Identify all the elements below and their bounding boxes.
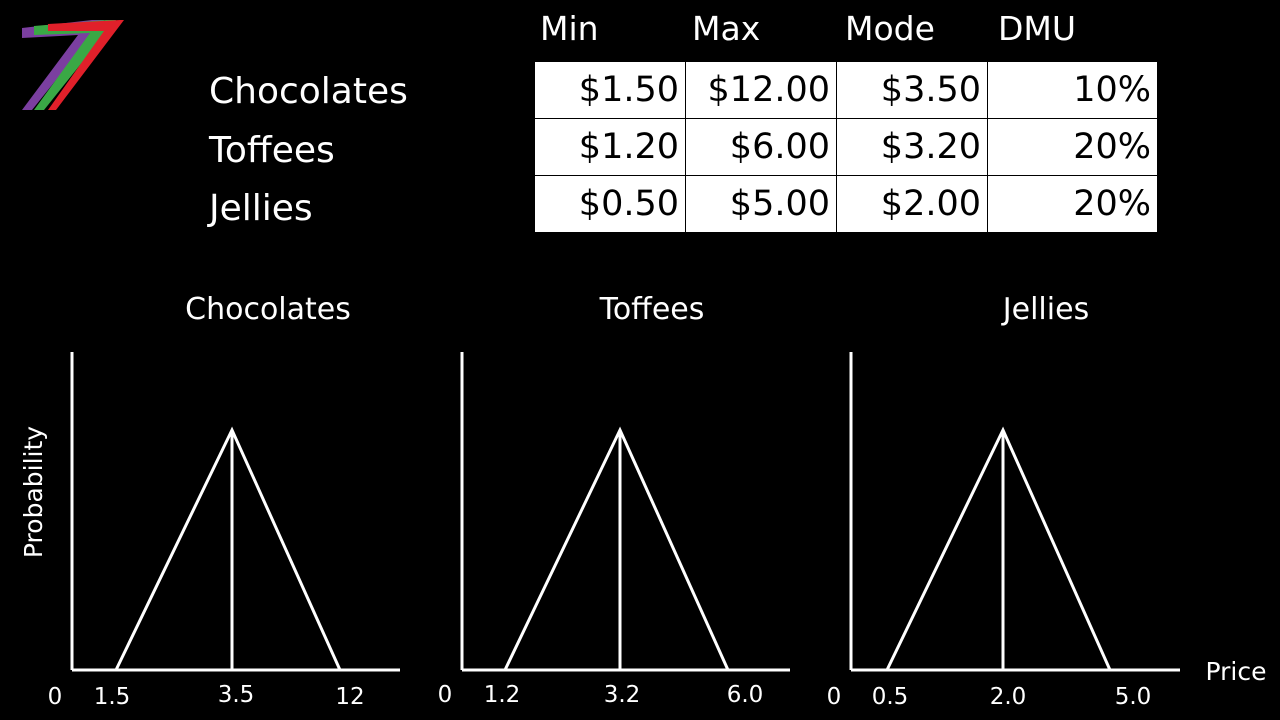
table-cell: $0.50 [534, 175, 686, 233]
tick-max: 6.0 [727, 682, 764, 708]
table-cell: $12.00 [685, 61, 837, 119]
table-cell: $3.50 [836, 61, 988, 119]
header-mode: Mode [845, 9, 935, 48]
row-label-chocolates: Chocolates [209, 71, 408, 112]
table-row: $1.50 $12.00 $3.50 10% [534, 61, 1158, 119]
chart-chocolates: 0 1.5 3.5 12 [48, 352, 400, 710]
chart-title-toffees: Toffees [599, 292, 705, 327]
tick-min: 0.5 [872, 684, 909, 710]
table-cell: $1.20 [534, 118, 686, 176]
chart-toffees: 0 1.2 3.2 6.0 [438, 352, 790, 708]
tick-mode: 3.5 [218, 682, 255, 708]
table-cell: 20% [987, 175, 1158, 233]
tick-max: 12 [335, 684, 364, 710]
table-row: $1.20 $6.00 $3.20 20% [534, 118, 1158, 176]
y-axis-label: Probability [19, 426, 48, 558]
header-min: Min [540, 9, 599, 48]
chart-jellies: 0 0.5 2.0 5.0 [827, 352, 1180, 710]
tick-origin: 0 [48, 684, 63, 710]
tick-mode: 3.2 [604, 682, 641, 708]
tick-min: 1.2 [484, 682, 521, 708]
tick-origin: 0 [827, 684, 842, 710]
distribution-triangle [502, 426, 731, 672]
table-cell: $5.00 [685, 175, 837, 233]
chart-title-jellies: Jellies [1002, 292, 1090, 327]
table-row: $0.50 $5.00 $2.00 20% [534, 175, 1158, 233]
table-cell: 20% [987, 118, 1158, 176]
distribution-triangle [113, 426, 343, 672]
row-label-toffees: Toffees [209, 130, 335, 171]
header-dmu: DMU [998, 9, 1077, 48]
distribution-triangle [884, 426, 1113, 672]
price-table: $1.50 $12.00 $3.50 10% $1.20 $6.00 $3.20… [534, 61, 1158, 233]
table-cell: $1.50 [534, 61, 686, 119]
tick-mode: 2.0 [990, 684, 1027, 710]
table-cell: $2.00 [836, 175, 988, 233]
row-label-jellies: Jellies [209, 188, 313, 229]
tick-min: 1.5 [94, 684, 131, 710]
tick-origin: 0 [438, 682, 453, 708]
chart-title-chocolates: Chocolates [185, 292, 351, 327]
table-cell: $6.00 [685, 118, 837, 176]
table-cell: 10% [987, 61, 1158, 119]
seven-stripes-logo-icon [22, 20, 124, 110]
header-max: Max [692, 9, 761, 48]
table-cell: $3.20 [836, 118, 988, 176]
x-axis-label: Price [1206, 657, 1267, 686]
tick-max: 5.0 [1115, 684, 1152, 710]
